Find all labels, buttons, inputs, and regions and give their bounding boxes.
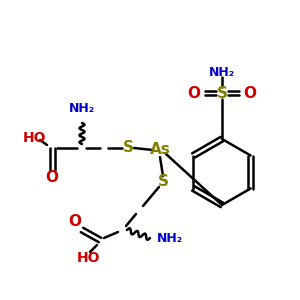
Text: NH₂: NH₂: [157, 232, 183, 244]
Text: S: S: [122, 140, 134, 155]
Text: HO: HO: [22, 131, 46, 145]
Text: O: O: [46, 170, 59, 185]
Text: O: O: [244, 85, 256, 100]
Text: As: As: [150, 142, 170, 158]
Text: NH₂: NH₂: [209, 67, 235, 80]
Text: O: O: [188, 85, 200, 100]
Text: O: O: [68, 214, 82, 230]
Text: NH₂: NH₂: [69, 101, 95, 115]
Text: S: S: [217, 85, 227, 100]
Text: HO: HO: [76, 251, 100, 265]
Text: S: S: [158, 175, 169, 190]
